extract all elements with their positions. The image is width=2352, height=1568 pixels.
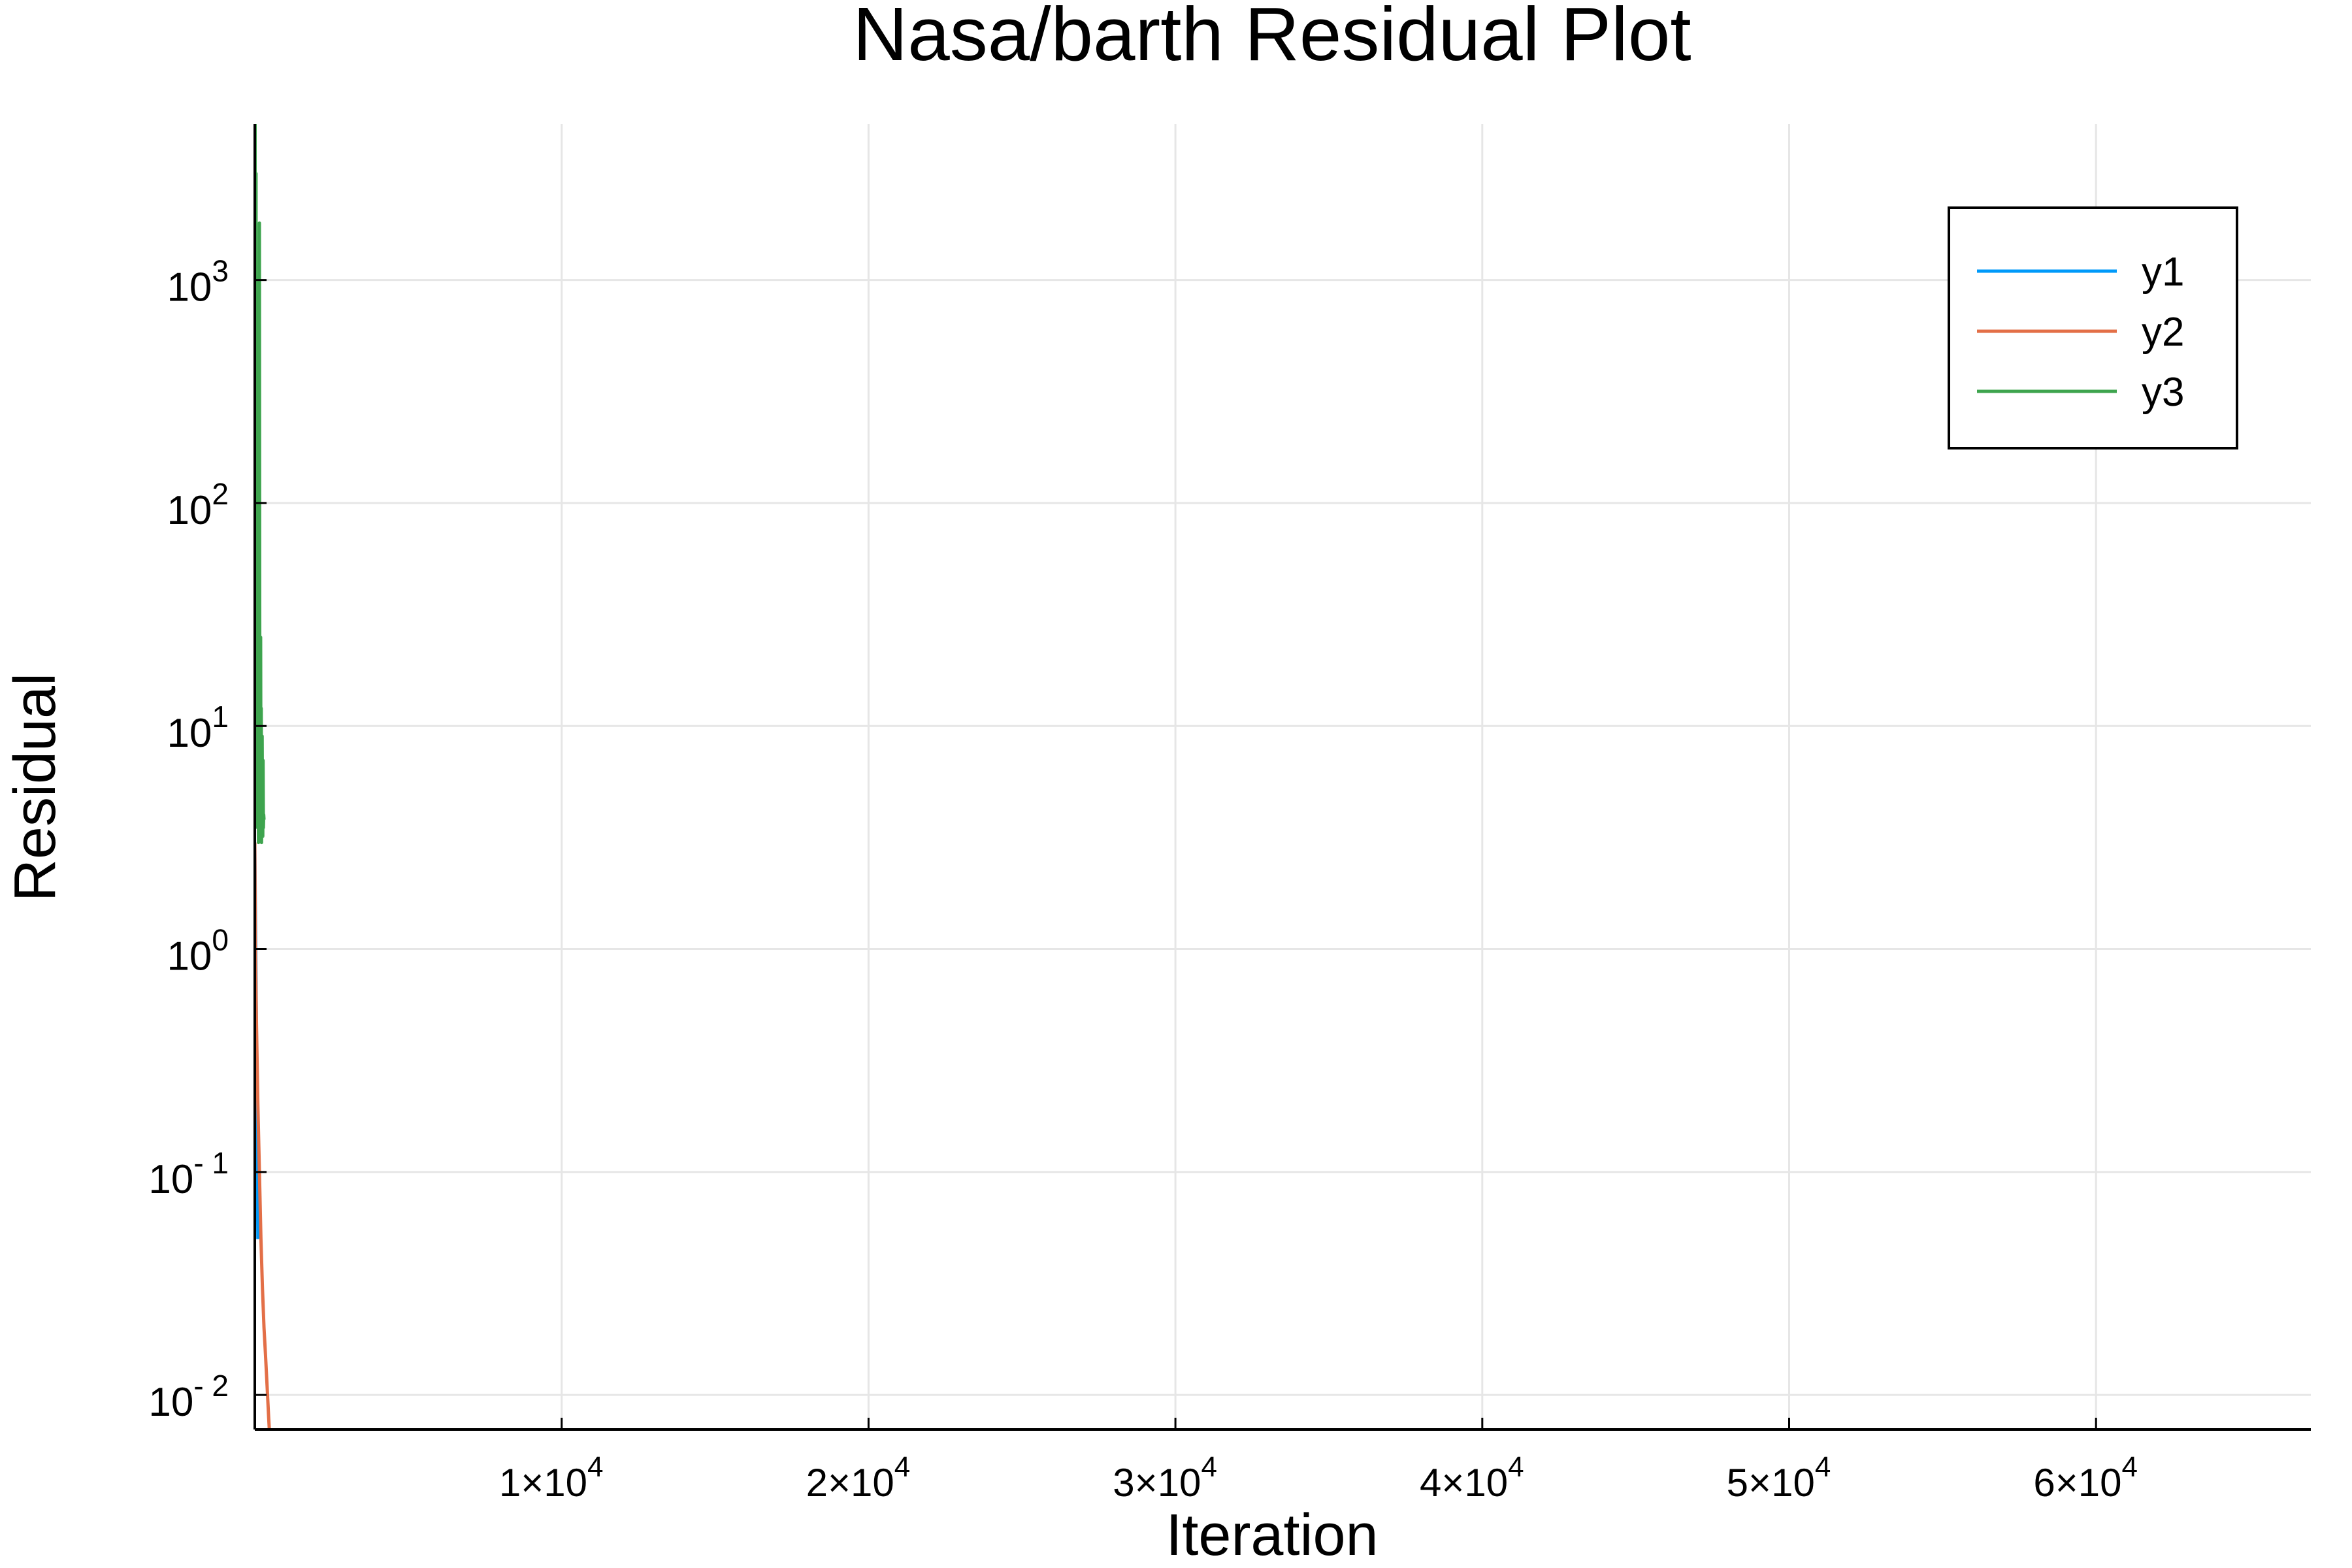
x-axis-label: Iteration xyxy=(1166,1503,1378,1568)
x-tick-exponent: 4 xyxy=(1508,1451,1524,1483)
axes xyxy=(253,124,2311,1431)
y-tick-base: 10 xyxy=(167,711,212,756)
y-tick-base: 10 xyxy=(167,488,212,533)
legend-label-y2: y2 xyxy=(2142,310,2184,355)
series-line-y2 xyxy=(255,842,271,1429)
x-tick-label: 3×104 xyxy=(1113,1451,1217,1505)
x-tick-exponent: 4 xyxy=(1201,1451,1217,1483)
series-line-y3 xyxy=(255,124,266,845)
y-tick-base: 10 xyxy=(148,1380,193,1425)
x-tick-mantissa: 6×10 xyxy=(2033,1461,2121,1505)
x-tick-label: 1×104 xyxy=(499,1451,604,1505)
y-tick-base: 10 xyxy=(167,265,212,310)
y-tick-label: 10- 2 xyxy=(148,1369,229,1425)
series-layer xyxy=(255,124,271,1429)
legend-label-y3: y3 xyxy=(2142,370,2184,415)
y-tick-label: 102 xyxy=(167,477,229,533)
y-tick-exponent: - 1 xyxy=(193,1146,229,1180)
x-tick-exponent: 4 xyxy=(894,1451,910,1483)
y-tick-base: 10 xyxy=(167,934,212,979)
chart-title: Nasa/barth Residual Plot xyxy=(853,0,1691,76)
x-tick-mantissa: 3×10 xyxy=(1113,1461,1201,1505)
x-tick-label: 2×104 xyxy=(806,1451,911,1505)
y-tick-exponent: 0 xyxy=(212,923,229,957)
x-tick-label: 4×104 xyxy=(1420,1451,1524,1505)
legend-box xyxy=(1948,206,2238,449)
x-tick-mantissa: 4×10 xyxy=(1420,1461,1508,1505)
x-tick-mantissa: 2×10 xyxy=(806,1461,894,1505)
y-tick-exponent: - 2 xyxy=(193,1369,229,1403)
x-tick-exponent: 4 xyxy=(2122,1451,2138,1483)
y-tick-exponent: 3 xyxy=(212,254,229,288)
y-tick-exponent: 1 xyxy=(212,700,229,734)
x-tick-exponent: 4 xyxy=(587,1451,603,1483)
y-tick-base: 10 xyxy=(148,1157,193,1202)
x-tick-exponent: 4 xyxy=(1815,1451,1831,1483)
y-tick-label: 10- 1 xyxy=(148,1146,229,1202)
y-tick-exponent: 2 xyxy=(212,477,229,511)
y-tick-label: 101 xyxy=(167,700,229,756)
x-tick-mantissa: 1×10 xyxy=(499,1461,587,1505)
y-axis-label: Residual xyxy=(3,673,68,902)
y-tick-label: 100 xyxy=(167,923,229,979)
legend: y1 y2 y3 xyxy=(1948,206,2238,449)
y-tick-label: 103 xyxy=(167,254,229,310)
legend-label-y1: y1 xyxy=(2142,250,2184,295)
x-tick-mantissa: 5×10 xyxy=(1727,1461,1815,1505)
x-tick-label: 5×104 xyxy=(1727,1451,1831,1505)
x-tick-label: 6×104 xyxy=(2033,1451,2138,1505)
